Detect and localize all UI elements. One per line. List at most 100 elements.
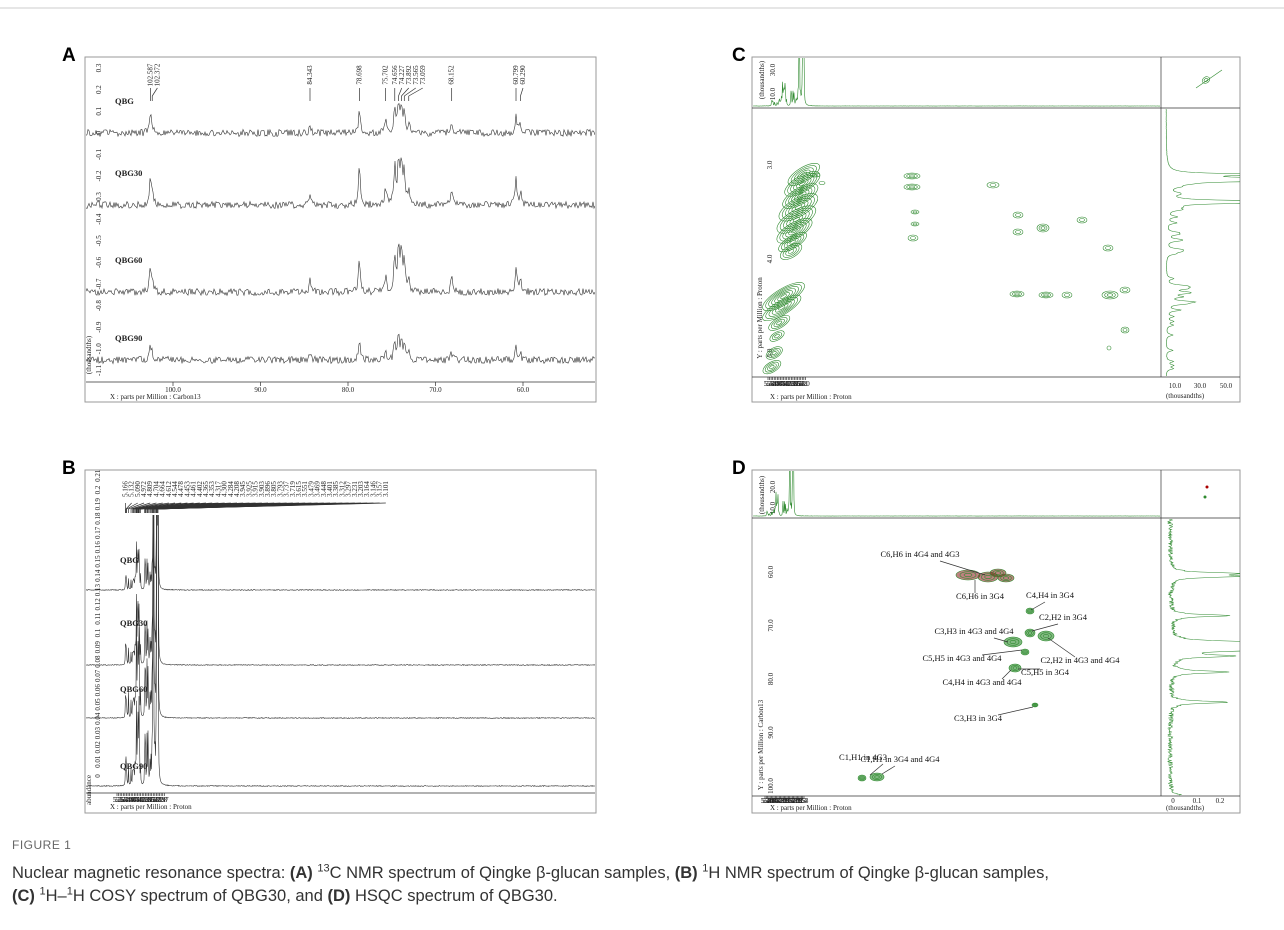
x-tick-label: 4.9: [125, 796, 134, 804]
y-tick-label: 0.07: [94, 669, 102, 682]
corner-dot: [1203, 495, 1207, 499]
y-tick-label: -0.7: [95, 278, 103, 290]
contour: [1023, 650, 1027, 654]
x-tick-label: 5.1: [768, 380, 777, 388]
right-tick-label: 50.0: [1220, 382, 1233, 390]
contour: [765, 284, 802, 310]
contour: [794, 191, 807, 201]
x-tick-label: 4.5: [771, 797, 780, 805]
contour: [874, 775, 880, 779]
x-tick-label: 5.0: [770, 380, 779, 388]
contour: [1120, 326, 1130, 334]
x-tick-label: 5.6: [114, 796, 123, 804]
contour: [1064, 293, 1070, 297]
x-tick-label: 2.5: [797, 797, 806, 805]
contour: [992, 570, 1004, 576]
x-tick-label: 4.1: [776, 797, 785, 805]
contour: [781, 234, 805, 251]
peak-label: 3.385: [332, 481, 340, 497]
contour: [792, 216, 800, 223]
y-tick-label: -0.4: [95, 213, 103, 225]
x-tick-label: 4.1: [784, 380, 793, 388]
x-axis-label: X : parts per Million : Proton: [770, 393, 852, 401]
x-tick-label: 5.4: [117, 796, 126, 804]
contour: [910, 209, 920, 215]
contour: [1009, 290, 1025, 298]
top-tick-label: 10.0: [769, 87, 777, 100]
y-tick-label: -0.5: [95, 235, 103, 247]
right-tick-label: 30.0: [1194, 382, 1207, 390]
annotation: C6,H6 in 3G4: [956, 591, 1005, 601]
x-tick-label: 5.0: [124, 796, 133, 804]
contour: [780, 294, 787, 299]
panel-frame: [751, 56, 1241, 403]
contour: [1010, 665, 1020, 671]
contour: [995, 571, 1001, 575]
peak-leader: [520, 87, 524, 97]
panel-frame: [751, 469, 1241, 814]
contour: [869, 772, 885, 782]
contour: [777, 292, 790, 301]
x-tick-label: 5.1: [122, 796, 131, 804]
contour: [1015, 230, 1021, 234]
peak-label: 74.227: [398, 65, 406, 85]
contour: [1107, 293, 1113, 297]
contour: [1104, 292, 1116, 298]
x-tick-label: 90.0: [254, 386, 267, 394]
spectrum: [86, 333, 595, 365]
contour: [1015, 213, 1021, 217]
contour: [1026, 630, 1034, 636]
contour: [1003, 636, 1023, 648]
peak-label: 4.317: [214, 481, 222, 497]
peak-label: 4.353: [208, 481, 216, 497]
x-tick-label: 3.0: [791, 797, 800, 805]
top-unit: (thousandths): [758, 475, 766, 514]
y-tick-label: 0.08: [94, 655, 102, 668]
peak-label: 3.146: [369, 481, 377, 497]
x-tick-label: 5.4: [764, 380, 773, 388]
annotation: C1,H1 in 3G4 and 4G4: [860, 754, 940, 764]
contour: [1014, 292, 1020, 296]
panel-frame: [84, 469, 597, 814]
x-tick-label: 70.0: [429, 386, 442, 394]
right-tick-label: 0: [1171, 797, 1175, 805]
contour: [907, 234, 919, 242]
x-tick-label: 4.9: [771, 380, 780, 388]
y-axis-label: Y : parts per Million : Proton: [756, 277, 764, 359]
x-tick-label: 3.9: [779, 797, 788, 805]
x-axis-label: X : parts per Million : Carbon13: [110, 393, 201, 401]
contour: [1008, 663, 1022, 673]
contour: [769, 330, 785, 342]
contour: [1031, 702, 1039, 708]
spectrum: [86, 515, 595, 719]
contour: [903, 172, 921, 180]
spectrum: [86, 102, 595, 138]
x-tick-label: 5.2: [767, 380, 776, 388]
sample-label: QBG90: [120, 761, 147, 771]
x-tick-label: 2.8: [158, 796, 167, 804]
projection: [1166, 519, 1240, 796]
y-tick-label: 60.0: [767, 565, 775, 578]
contour: [963, 573, 973, 577]
peak-label: 4.284: [227, 481, 235, 497]
contour: [910, 236, 916, 240]
x-tick-label: 4.6: [130, 796, 139, 804]
y-tick-label: 0.12: [94, 598, 102, 611]
contour: [783, 235, 802, 249]
y-tick-label: 0.3: [95, 63, 103, 72]
right-unit: (thousandths): [1166, 392, 1205, 400]
peak-label: 4.478: [177, 481, 185, 497]
contour: [989, 183, 997, 187]
peak-label: 3.231: [351, 481, 359, 497]
contour: [776, 320, 783, 326]
contour: [1122, 288, 1128, 292]
contour: [1022, 649, 1028, 655]
projection: [1165, 109, 1240, 376]
y-tick-label: 100.0: [767, 778, 775, 794]
x-tick-label: 3.3: [150, 796, 159, 804]
spectrum: [86, 515, 595, 591]
x-tick-label: 3.2: [798, 380, 807, 388]
peak-label: 3.945: [239, 481, 247, 497]
peak-label: 4.612: [165, 481, 173, 497]
x-tick-label: 3.1: [799, 380, 808, 388]
